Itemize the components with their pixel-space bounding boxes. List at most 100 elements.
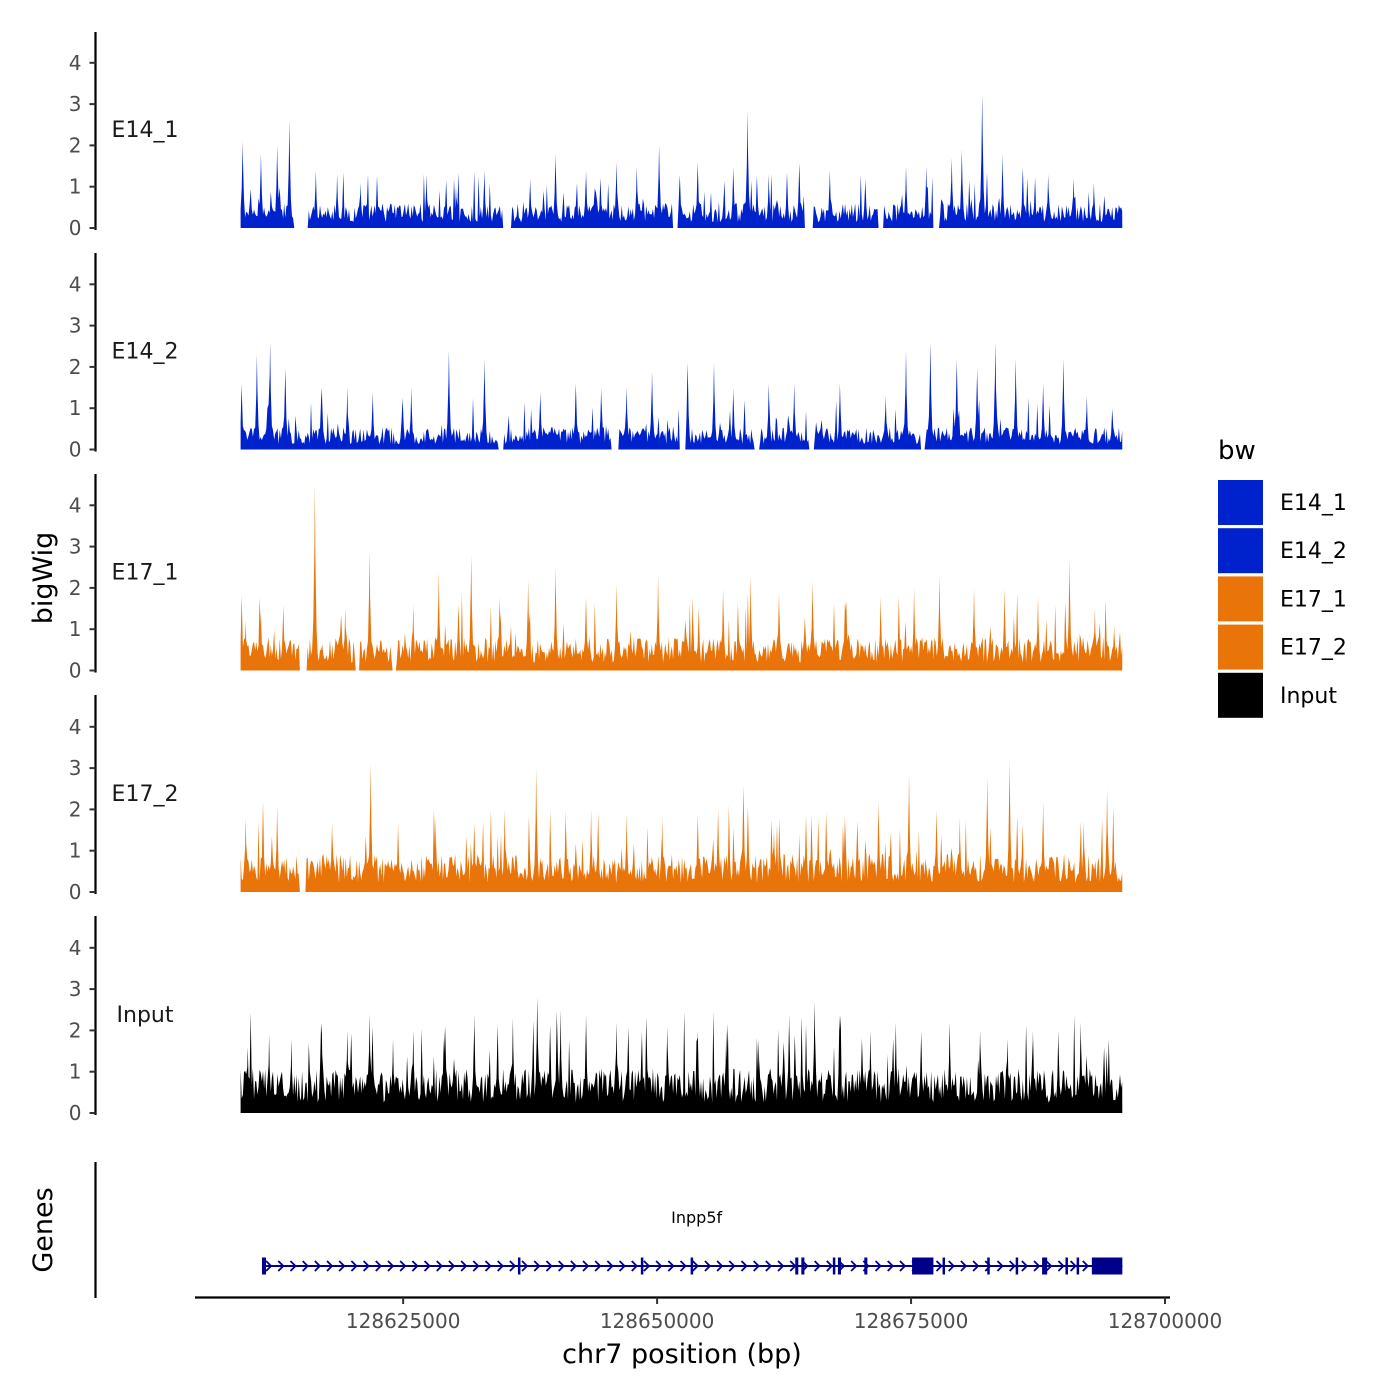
strand-arrow	[850, 1260, 858, 1272]
exon	[1042, 1257, 1048, 1275]
exon	[517, 1257, 521, 1275]
strand-arrow	[655, 1260, 663, 1272]
strand-arrow	[557, 1260, 565, 1272]
legend-items: E14_1 E14_2 E17_1 E17_2 Input	[1218, 480, 1347, 718]
strand-arrow	[399, 1260, 407, 1272]
strand-arrow	[753, 1260, 760, 1272]
strand-arrow	[509, 1260, 517, 1272]
y-tick-label: 1	[69, 839, 82, 863]
strand-arrow	[533, 1260, 541, 1272]
y-tick-label: 1	[69, 617, 82, 641]
track-label: Input	[117, 1003, 174, 1028]
y-tick-label: 2	[69, 355, 82, 379]
legend-swatch	[1218, 528, 1263, 574]
y-tick-label: 0	[69, 216, 82, 240]
y-tick-label: 3	[69, 977, 82, 1001]
y-tick-label: 4	[69, 493, 82, 517]
y-tick-label: 2	[69, 576, 82, 600]
y-tick-label: 2	[69, 797, 82, 821]
x-axis: 128625000 128650000 128675000 128700000 chr…	[195, 1296, 1223, 1370]
strand-arrow	[972, 1260, 980, 1272]
strand-arrow	[996, 1260, 1004, 1272]
legend-swatch	[1218, 624, 1263, 670]
x-tick-label: 128675000	[854, 1309, 969, 1333]
strand-arrow	[594, 1260, 602, 1272]
legend-label: Input	[1280, 684, 1337, 709]
legend-item-E17_2: E17_2	[1218, 624, 1347, 670]
exon	[640, 1257, 644, 1275]
strand-arrow	[460, 1260, 468, 1272]
track-label: E14_2	[112, 340, 179, 365]
strand-arrow	[728, 1260, 736, 1272]
y-tick-label: 3	[69, 535, 82, 559]
legend-label: E17_2	[1280, 636, 1347, 661]
strand-arrow	[302, 1260, 309, 1272]
exon	[801, 1257, 805, 1275]
x-tick-label: 128650000	[600, 1309, 715, 1333]
signal-area-Input	[240, 997, 1123, 1113]
y-tick-label: 3	[69, 92, 82, 116]
strand-arrow	[631, 1260, 639, 1272]
signal-area-E17_1	[240, 484, 1123, 671]
strand-arrow	[740, 1260, 748, 1272]
strand-arrow	[948, 1260, 955, 1272]
strand-arrow	[606, 1260, 614, 1272]
gene-label: Inpp5f	[671, 1208, 722, 1227]
strand-arrow	[326, 1260, 334, 1272]
strand-arrow	[387, 1260, 395, 1272]
legend-title: bw	[1218, 436, 1256, 466]
y-tick-label: 1	[69, 175, 82, 199]
legend-label: E17_1	[1280, 587, 1347, 612]
strand-arrow	[375, 1260, 383, 1272]
track-label: E17_1	[112, 561, 179, 586]
track-label: E14_1	[112, 118, 179, 143]
exon	[912, 1257, 934, 1275]
strand-arrow	[350, 1260, 358, 1272]
y-tick-label: 1	[69, 396, 82, 420]
track-E17_2: 0 1 2 3 4 E17_2	[69, 695, 1123, 904]
y-tick-label: 0	[69, 659, 82, 683]
track-E17_1: 0 1 2 3 4 E17_1	[69, 474, 1123, 683]
genes-axis-title: Genes	[28, 1187, 59, 1272]
strand-arrow	[1045, 1260, 1053, 1272]
legend-swatch	[1218, 480, 1263, 525]
strand-arrow	[1033, 1260, 1041, 1272]
strand-arrow	[704, 1260, 712, 1272]
legend-item-E14_1: E14_1	[1218, 480, 1347, 525]
strand-arrow	[813, 1260, 821, 1272]
strand-arrow	[679, 1260, 687, 1272]
strand-arrow	[314, 1260, 322, 1272]
exon	[864, 1257, 868, 1275]
strand-arrow	[935, 1260, 943, 1272]
exon	[1076, 1257, 1080, 1275]
strand-arrow	[716, 1260, 724, 1272]
signal-area-E14_2	[240, 342, 1123, 450]
strand-arrow	[1082, 1260, 1090, 1272]
strand-arrow	[484, 1260, 492, 1272]
strand-arrow	[826, 1260, 834, 1272]
strand-arrow	[1069, 1260, 1077, 1272]
strand-arrow	[497, 1260, 504, 1272]
y-tick-label: 1	[69, 1060, 82, 1084]
strand-arrow	[338, 1260, 346, 1272]
x-tick-label: 128700000	[1108, 1309, 1223, 1333]
strand-arrow	[436, 1260, 443, 1272]
y-axis-title: bigWig	[28, 532, 59, 625]
y-tick-label: 4	[69, 936, 82, 960]
track-Input: 0 1 2 3 4 Input	[69, 916, 1123, 1125]
strand-arrow	[423, 1260, 431, 1272]
track-E14_2: 0 1 2 3 4 E14_2	[69, 253, 1123, 462]
strand-arrow	[618, 1260, 626, 1272]
legend-label: E14_2	[1280, 539, 1347, 564]
strand-arrow	[521, 1260, 529, 1272]
x-ticks: 128625000 128650000 128675000 128700000	[346, 1297, 1223, 1333]
legend: bw E14_1 E14_2 E17_1 E17_2 Input	[1218, 436, 1347, 718]
strand-arrow	[448, 1260, 456, 1272]
strand-arrow	[411, 1260, 419, 1272]
exon	[832, 1257, 836, 1275]
x-tick-label: 128625000	[346, 1309, 461, 1333]
strand-arrow	[1008, 1260, 1016, 1272]
strand-arrow	[289, 1260, 297, 1272]
y-tick-label: 0	[69, 1101, 82, 1125]
